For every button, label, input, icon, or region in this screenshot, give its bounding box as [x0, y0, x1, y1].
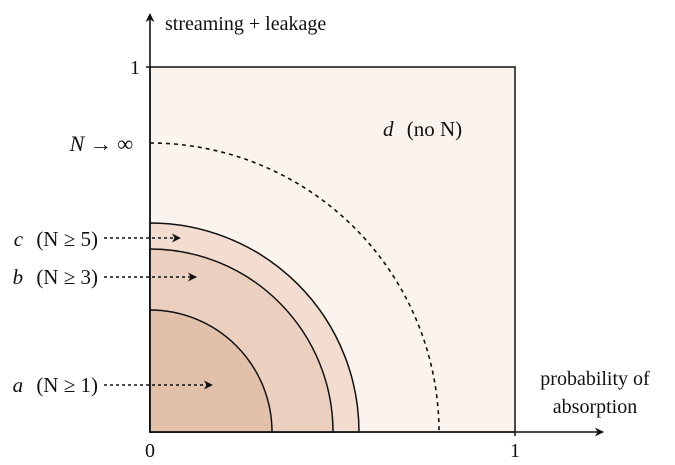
- region-a-rest: (N ≥ 1): [36, 373, 98, 397]
- region-b-letter: b: [13, 265, 24, 289]
- region-a-label: a (N ≥ 1): [13, 373, 98, 397]
- region-d-rest: (no N): [407, 117, 462, 141]
- y-tick-one: 1: [130, 57, 140, 79]
- region-c-rest: (N ≥ 5): [36, 227, 98, 251]
- region-a-letter: a: [13, 373, 24, 397]
- x-axis-label-line1: probability of: [540, 368, 650, 390]
- y-axis-label: streaming + leakage: [165, 13, 326, 35]
- region-a: [149, 309, 273, 433]
- region-b-rest: (N ≥ 3): [36, 265, 98, 289]
- limit-label: N → ∞: [69, 131, 134, 156]
- x-tick-zero: 0: [145, 440, 155, 462]
- region-c-label: c (N ≥ 5): [14, 227, 98, 251]
- region-b-label: b (N ≥ 3): [13, 265, 98, 289]
- x-axis-label-line2: absorption: [553, 396, 637, 418]
- region-c-letter: c: [14, 227, 24, 251]
- region-d-letter: d: [383, 117, 394, 141]
- region-d-label: d (no N): [383, 117, 462, 141]
- x-tick-one: 1: [510, 440, 520, 462]
- limit-boundary-dashed: [149, 142, 440, 433]
